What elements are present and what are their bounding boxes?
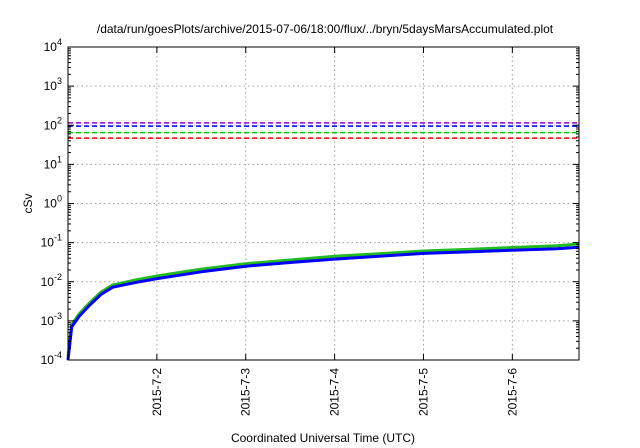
x-tick-label: 2015-7-5 [416, 368, 430, 416]
series-line [66, 245, 580, 361]
series-layer [66, 242, 580, 361]
x-axis: 2015-7-2 2015-7-3 2015-7-4 2015-7-5 2015-7-6 [150, 47, 519, 416]
y-tick-label: 102 [44, 115, 62, 132]
y-tick-label: 100 [44, 194, 62, 211]
y-tick-label: 10-1 [41, 233, 62, 250]
x-tick-label: 2015-7-4 [328, 368, 342, 416]
y-tick-label: 101 [44, 154, 62, 171]
y-tick-label: 103 [44, 76, 62, 93]
x-axis-label: Coordinated Universal Time (UTC) [231, 431, 415, 445]
y-axis-label: cSv [21, 193, 35, 213]
y-tick-label: 10-2 [41, 272, 62, 289]
grid-layer [68, 47, 579, 360]
y-tick-label: 10-4 [41, 350, 62, 367]
y-tick-label: 10-3 [41, 311, 62, 328]
series-line [66, 242, 580, 358]
y-tick-label: 104 [44, 37, 62, 54]
x-tick-label: 2015-7-3 [239, 368, 253, 416]
threshold-layer [68, 122, 579, 139]
chart-title: /data/run/goesPlots/archive/2015-07-06/1… [97, 22, 554, 36]
y-axis: 10-4 10-3 10-2 10-1 100 101 102 103 104 [41, 37, 579, 367]
x-tick-label: 2015-7-6 [505, 368, 519, 416]
x-tick-label: 2015-7-2 [150, 368, 164, 416]
